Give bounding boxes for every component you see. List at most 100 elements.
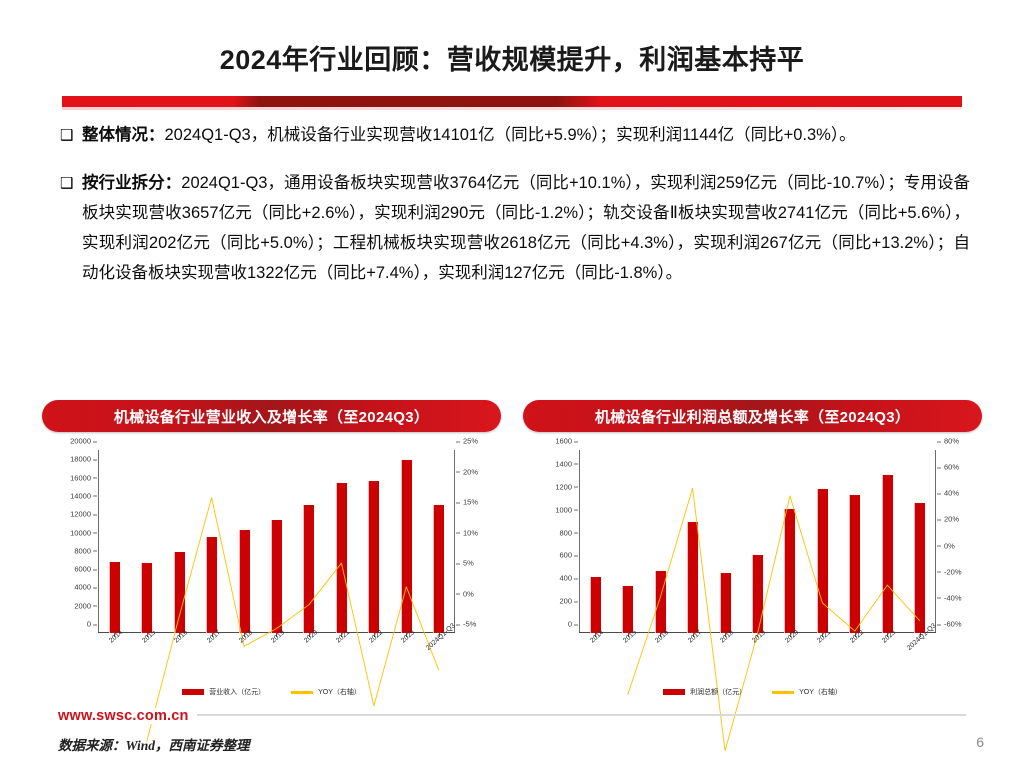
chart-legend: 营业收入（亿元） YOY（右轴） (42, 687, 501, 697)
y-axis-tick-left: 0 (568, 620, 579, 629)
y-axis-tick-right: -5% (455, 620, 476, 629)
y-axis-tick-left: 1600 (555, 437, 579, 446)
axis-right (454, 450, 455, 633)
page-title-container: 2024年行业回顾：营收规模提升，利润基本持平 (0, 44, 1024, 76)
y-axis-tick-right: 80% (936, 437, 959, 446)
bullet-marker-icon: ❑ (60, 126, 74, 144)
x-axis-tick (725, 633, 727, 637)
bar-slot (293, 450, 325, 637)
bar-slot (709, 450, 741, 637)
x-axis-tick (244, 633, 246, 637)
bar-slot (325, 450, 357, 637)
x-axis-tick (789, 633, 791, 637)
y-axis-tick-right: 15% (455, 498, 478, 507)
x-label-slot: 2017 (195, 629, 227, 665)
y-axis-tick-left: 400 (559, 574, 579, 583)
x-axis-tick (660, 633, 662, 637)
y-axis-tick-left: 6000 (74, 565, 98, 574)
bar-slot (676, 450, 708, 637)
axis-right (935, 450, 936, 633)
legend-label: YOY（右轴） (799, 689, 842, 696)
bar (173, 551, 185, 633)
y-axis-tick-left: 10000 (70, 528, 98, 537)
y-axis-tick-left: 1400 (555, 459, 579, 468)
bullet-body-breakdown: 2024Q1-Q3，通用设备板块实现营收3764亿元（同比+10.1%），实现利… (82, 174, 970, 282)
chart-title-profit: 机械设备行业利润总额及增长率（至2024Q3） (523, 400, 982, 432)
x-label-slot: 2016 (163, 629, 195, 665)
bullet-list: ❑ 整体情况：2024Q1-Q3，机械设备行业实现营收14101亿（同比+5.9… (60, 120, 970, 306)
legend-line-swatch-icon (291, 690, 314, 694)
legend-item[interactable]: 利润总额（亿元） (663, 687, 746, 697)
bar-series (98, 450, 455, 637)
x-label-slot: 2018 (709, 629, 741, 665)
x-axis-tick (406, 633, 408, 637)
x-label-slot: 2023 (390, 629, 422, 665)
x-label-slot: 2019 (260, 629, 292, 665)
bullet-text-overall: 整体情况：2024Q1-Q3，机械设备行业实现营收14101亿（同比+5.9%）… (82, 120, 970, 150)
bar (141, 563, 153, 633)
x-label-slot: 2017 (676, 629, 708, 665)
y-axis-tick-left: 18000 (70, 455, 98, 464)
x-axis-tick (692, 633, 694, 637)
x-label-slot: 2014 (98, 629, 130, 665)
legend-bar-swatch-icon (663, 689, 686, 695)
axis-left (579, 450, 580, 633)
y-axis-tick-right: -20% (936, 567, 962, 576)
legend-bar-swatch-icon (182, 689, 205, 695)
chart-row: 0 2000 4000 6000 8000 10000 12000 14000 16000 180… (42, 437, 982, 705)
bar-slot (260, 450, 292, 637)
y-axis-tick-left: 12000 (70, 510, 98, 519)
bar (433, 504, 445, 633)
x-label-slot: 2015 (130, 629, 162, 665)
y-axis-tick-right: -40% (936, 593, 962, 602)
bar-slot (98, 450, 130, 637)
bar (270, 519, 282, 633)
x-axis-tick (373, 633, 375, 637)
plot-area: 0 2000 4000 6000 8000 10000 12000 14000 16000 180… (70, 437, 478, 637)
x-label-slot: 2021 (806, 629, 838, 665)
bar (914, 502, 926, 633)
site-url[interactable]: www.swsc.com.cn (58, 708, 197, 724)
x-label-slot: 2022 (358, 629, 390, 665)
y-axis-tick-left: 20000 (70, 437, 98, 446)
bar (654, 570, 666, 633)
bar-slot (644, 450, 676, 637)
x-axis-tick (114, 633, 116, 637)
chart-header-row: 机械设备行业营业收入及增长率（至2024Q3） 机械设备行业利润总额及增长率（至… (42, 400, 982, 432)
x-label-slot: 2014 (579, 629, 611, 665)
x-axis-tick (211, 633, 213, 637)
legend-item[interactable]: YOY（右轴） (291, 687, 361, 697)
x-axis-tick (627, 633, 629, 637)
y-axis-tick-left: 14000 (70, 491, 98, 500)
bar (751, 555, 763, 633)
bullet-item-overall: ❑ 整体情况：2024Q1-Q3，机械设备行业实现营收14101亿（同比+5.9… (60, 120, 970, 150)
bar-slot (741, 450, 773, 637)
legend-label: 利润总额（亿元） (690, 689, 747, 696)
bar-slot (871, 450, 903, 637)
y-axis-tick-left: 0 (87, 620, 98, 629)
x-label-slot: 2020 (774, 629, 806, 665)
bar (108, 561, 120, 633)
x-label-slot: 2022 (839, 629, 871, 665)
title-divider (62, 96, 962, 110)
bar-series (579, 450, 936, 637)
chart-revenue: 0 2000 4000 6000 8000 10000 12000 14000 16000 180… (42, 437, 501, 705)
bar-slot (806, 450, 838, 637)
y-axis-tick-left: 600 (559, 551, 579, 560)
legend-item[interactable]: 营业收入（亿元） (182, 687, 265, 697)
bar (206, 536, 218, 633)
legend-line-swatch-icon (772, 690, 795, 694)
x-label-slot: 2016 (644, 629, 676, 665)
bullet-item-breakdown: ❑ 按行业拆分：2024Q1-Q3，通用设备板块实现营收3764亿元（同比+10… (60, 168, 970, 288)
y-axis-tick-left: 2000 (74, 601, 98, 610)
x-axis-tick (854, 633, 856, 637)
y-axis-tick-right: 5% (455, 559, 474, 568)
y-axis-tick-right: 25% (455, 437, 478, 446)
x-axis-tick (887, 633, 889, 637)
bar-slot (228, 450, 260, 637)
legend-label: 营业收入（亿元） (209, 689, 266, 696)
bar (719, 572, 731, 633)
bar-slot (423, 450, 455, 637)
legend-item[interactable]: YOY（右轴） (772, 687, 842, 697)
line-series (579, 450, 936, 768)
